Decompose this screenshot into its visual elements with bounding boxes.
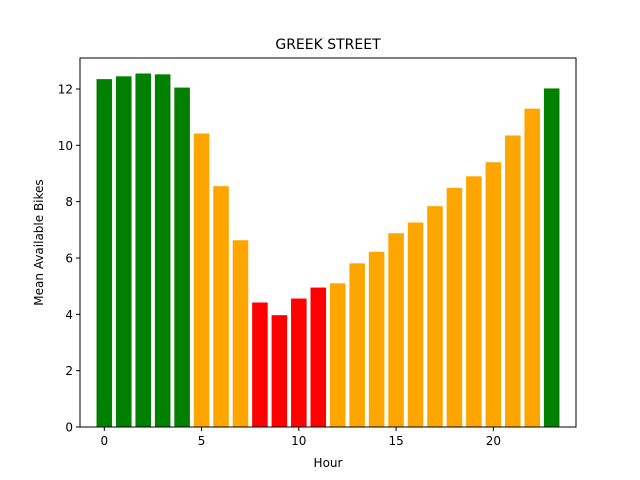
x-axis-ticks: 0 5 10 15 20 [100,427,501,448]
y-tick-label: 6 [65,251,73,265]
bar-hour-14 [368,251,385,427]
y-tick-label: 8 [65,195,73,209]
y-axis-label: Mean Available Bikes [32,179,46,305]
bar-hour-0 [96,79,113,428]
bar-hour-16 [407,222,424,427]
x-tick-label: 5 [198,434,206,448]
bar-hour-1 [115,76,132,428]
bar-hour-9 [271,315,288,427]
bar-hour-10 [291,298,307,427]
bar-hour-17 [427,206,443,427]
x-tick-label: 0 [100,434,108,448]
bar-hour-3 [154,74,171,427]
bar-hour-12 [329,283,346,427]
y-axis-ticks: 0 2 4 6 8 10 12 [58,82,80,435]
bar-hour-18 [446,187,463,427]
bar-hour-21 [505,135,521,427]
bar-hour-20 [485,162,502,427]
bar-hour-22 [524,108,541,427]
y-tick-label: 10 [58,139,73,153]
y-tick-label: 4 [65,308,73,322]
bar-hour-6 [213,186,229,427]
bar-hour-15 [388,233,404,427]
x-axis-label: Hour [314,456,343,470]
chart-title: GREEK STREET [275,37,381,53]
y-tick-label: 0 [65,421,73,435]
y-tick-label: 12 [58,82,73,96]
x-tick-label: 10 [291,434,306,448]
bar-hour-7 [232,240,249,427]
x-tick-label: 15 [388,434,403,448]
bars-group [96,73,560,428]
bar-hour-8 [252,302,268,427]
bar-hour-5 [193,133,210,427]
bar-hour-11 [310,287,327,427]
bar-hour-23 [543,88,560,427]
bar-hour-13 [349,263,365,427]
bar-hour-4 [174,87,190,428]
plot-frame [79,57,577,428]
bar-hour-2 [135,73,151,427]
y-tick-label: 2 [65,364,73,378]
x-tick-label: 20 [486,434,501,448]
bar-hour-19 [466,176,482,427]
